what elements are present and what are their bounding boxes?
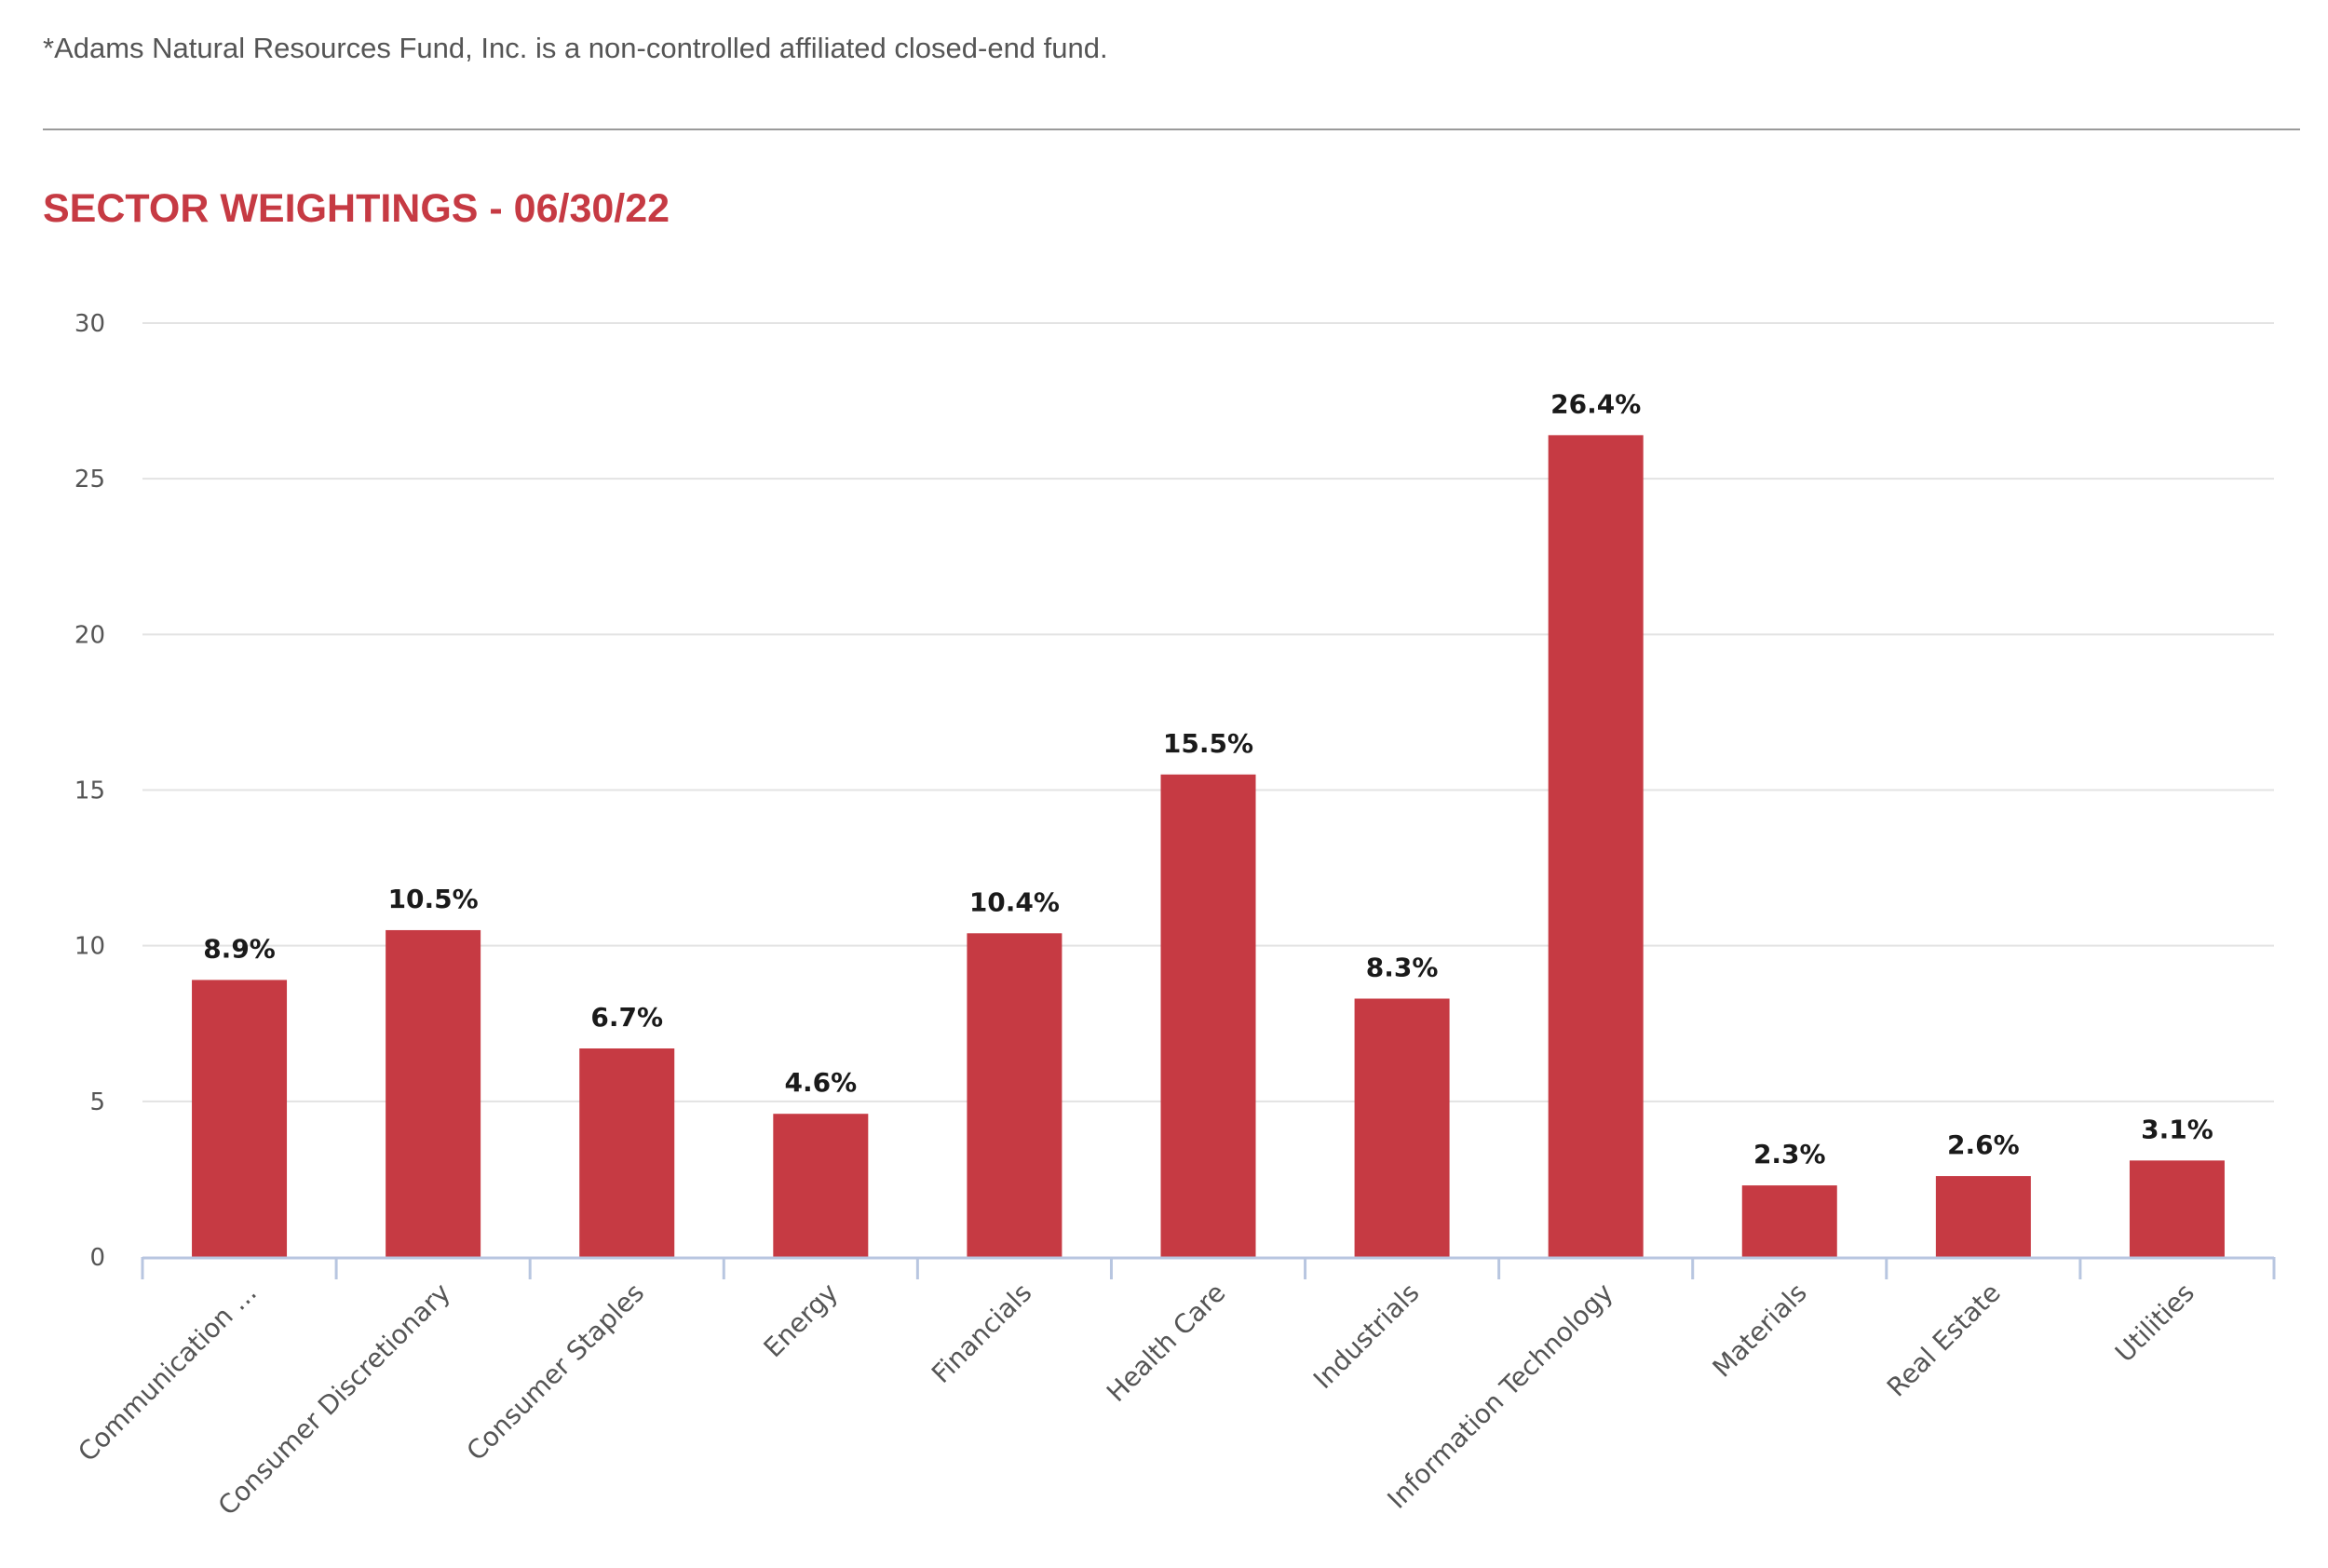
bar-utilities[interactable]: [2129, 1160, 2225, 1257]
data-label: 8.3%: [1366, 953, 1439, 983]
x-tick-label: Information Technology: [1381, 1277, 1618, 1515]
x-tick-label: Industrials: [1307, 1277, 1426, 1396]
data-label: 2.6%: [1947, 1129, 2020, 1160]
x-tick-label: Financials: [926, 1277, 1037, 1389]
bar-financials[interactable]: [967, 933, 1062, 1257]
data-label: 10.4%: [969, 886, 1060, 917]
y-tick-label-5: 5: [89, 1088, 105, 1116]
x-tick-label: Energy: [758, 1277, 845, 1364]
x-tick-label: Health Care: [1101, 1277, 1231, 1408]
bars: [192, 435, 2225, 1257]
data-label: 26.4%: [1550, 388, 1641, 419]
bar-information-technology[interactable]: [1548, 435, 1644, 1257]
x-tick-label: Consumer Staples: [461, 1277, 651, 1467]
y-tick-label-10: 10: [74, 933, 105, 961]
data-label: 15.5%: [1163, 728, 1253, 759]
x-axis: [141, 1256, 2276, 1279]
y-tick-label-25: 25: [74, 466, 105, 493]
bar-materials[interactable]: [1741, 1185, 1837, 1257]
data-label: 2.3%: [1753, 1139, 1826, 1169]
x-tick-label: Materials: [1707, 1277, 1813, 1384]
x-tick-label: Real Estate: [1881, 1277, 2007, 1403]
data-label: 6.7%: [590, 1002, 663, 1033]
bar-health-care[interactable]: [1160, 774, 1256, 1257]
bar-industrials[interactable]: [1354, 998, 1450, 1257]
x-tick-label: Consumer Discretionary: [212, 1277, 456, 1521]
x-tick-label: Communication ...: [72, 1277, 263, 1468]
y-tick-label-30: 30: [74, 310, 105, 338]
bar-energy[interactable]: [773, 1114, 869, 1257]
x-axis-ticks: Communication ...Consumer Discretionary C…: [72, 1277, 2199, 1521]
y-tick-label-15: 15: [74, 777, 105, 805]
section-title: SECTOR WEIGHTINGS - 06/30/22: [43, 186, 670, 231]
footnote: *Adams Natural Resources Fund, Inc. is a…: [43, 32, 1108, 64]
bar-real-estate[interactable]: [1935, 1176, 2031, 1257]
x-tick-label: Utilities: [2109, 1277, 2200, 1369]
divider: [43, 128, 2300, 130]
y-axis-ticks: 0 5 10 15 20 25 30: [74, 310, 105, 1272]
data-label: 8.9%: [203, 933, 276, 964]
bar-consumer-discretionary[interactable]: [386, 929, 481, 1257]
bar-consumer-staples[interactable]: [579, 1048, 675, 1257]
y-tick-label-20: 20: [74, 621, 105, 649]
bar-communication[interactable]: [192, 980, 288, 1257]
y-tick-label-0: 0: [89, 1244, 105, 1272]
data-labels: 8.9% 10.5% 6.7% 4.6% 10.4% 15.5% 8.3% 26.4% 2.3%…: [203, 388, 2213, 1169]
data-label: 10.5%: [388, 884, 479, 914]
data-label: 4.6%: [784, 1067, 857, 1098]
data-label: 3.1%: [2141, 1114, 2213, 1144]
